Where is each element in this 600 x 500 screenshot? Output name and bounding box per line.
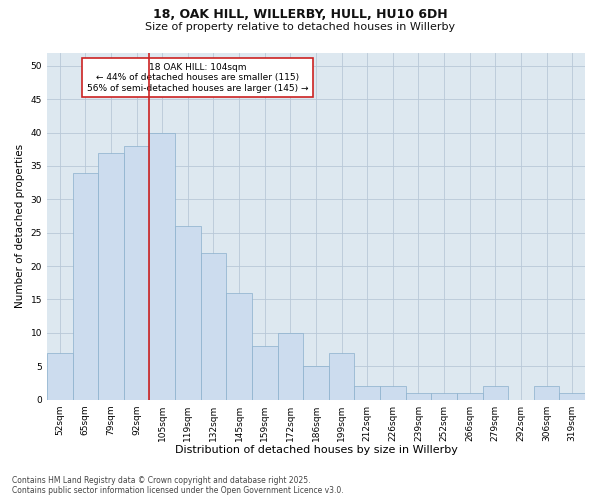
- Bar: [482, 386, 508, 400]
- Text: 18 OAK HILL: 104sqm
← 44% of detached houses are smaller (115)
56% of semi-detac: 18 OAK HILL: 104sqm ← 44% of detached ho…: [87, 63, 308, 92]
- Bar: [98, 152, 124, 400]
- Bar: [226, 293, 252, 400]
- Bar: [149, 132, 175, 400]
- Bar: [47, 353, 73, 400]
- Text: Size of property relative to detached houses in Willerby: Size of property relative to detached ho…: [145, 22, 455, 32]
- Bar: [457, 393, 482, 400]
- X-axis label: Distribution of detached houses by size in Willerby: Distribution of detached houses by size …: [175, 445, 457, 455]
- Bar: [303, 366, 329, 400]
- Bar: [329, 353, 355, 400]
- Text: 18, OAK HILL, WILLERBY, HULL, HU10 6DH: 18, OAK HILL, WILLERBY, HULL, HU10 6DH: [152, 8, 448, 20]
- Bar: [124, 146, 149, 400]
- Bar: [175, 226, 200, 400]
- Bar: [431, 393, 457, 400]
- Bar: [534, 386, 559, 400]
- Bar: [252, 346, 278, 400]
- Y-axis label: Number of detached properties: Number of detached properties: [15, 144, 25, 308]
- Bar: [380, 386, 406, 400]
- Bar: [406, 393, 431, 400]
- Bar: [355, 386, 380, 400]
- Text: Contains HM Land Registry data © Crown copyright and database right 2025.
Contai: Contains HM Land Registry data © Crown c…: [12, 476, 344, 495]
- Bar: [73, 172, 98, 400]
- Bar: [200, 252, 226, 400]
- Bar: [559, 393, 585, 400]
- Bar: [278, 333, 303, 400]
